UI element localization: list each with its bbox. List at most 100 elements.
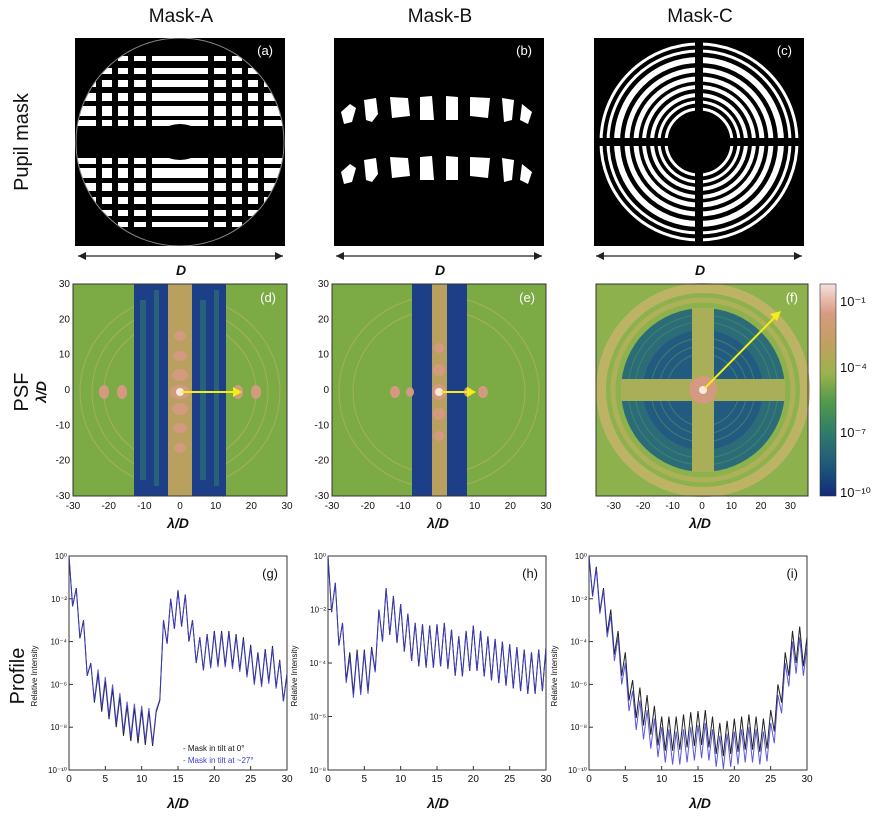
panel-label-a: (a) [257, 43, 273, 58]
panel-label-b: (b) [516, 43, 532, 58]
psf-ytick-e: 30 [318, 279, 330, 290]
diameter-arrow-b: D [336, 252, 542, 278]
profile-xtick-label: 0 [66, 774, 72, 785]
profile-xlabel-h: λ/D [426, 795, 449, 811]
profile-ytick-label: 10⁻¹⁰ [48, 766, 67, 775]
profile-xtick-label: 20 [468, 774, 480, 785]
profile-xtick-label: 20 [209, 774, 221, 785]
column-title-mask-c: Mask-C [667, 6, 732, 27]
panel-label-c: (c) [777, 43, 792, 58]
profile-xtick-label: 5 [362, 774, 368, 785]
psf-ytick-e: -20 [315, 456, 330, 467]
psf-xtick-e: 10 [469, 501, 481, 512]
psf-xtick-e: -20 [360, 501, 375, 512]
profile-xtick-label: 15 [431, 774, 443, 785]
profile-ytick-label: 10⁻⁴ [50, 638, 67, 647]
profile-ytick-label: 10⁰ [314, 552, 326, 561]
colorbar-tick-3: 10⁻⁷ [840, 425, 866, 440]
psf-xtick-f: 20 [755, 501, 767, 512]
diameter-label-c: D [695, 262, 705, 278]
profile-ytick-label: 10⁻⁸ [51, 723, 68, 732]
psf-xtick-d: 10 [210, 501, 222, 512]
profile-ytick-label: 10⁻⁴ [570, 638, 587, 647]
profile-ytick-label: 10⁻² [51, 595, 67, 604]
psf-ytick-d: -30 [56, 491, 71, 502]
psf-ylabel: λ/D [33, 381, 49, 404]
psf-ytick-e: -10 [315, 420, 330, 431]
profile-xtick-label: 15 [692, 774, 704, 785]
diameter-label-b: D [435, 262, 445, 278]
profile-series-tilt-27 [68, 555, 288, 744]
psf-xtick-e: -30 [325, 501, 340, 512]
psf-xtick-f: 10 [726, 501, 738, 512]
profile-xtick-label: 20 [729, 774, 741, 785]
diameter-arrow-c: D [596, 252, 802, 278]
psf-panel-d: (d) [72, 283, 288, 497]
profile-frame [68, 555, 288, 771]
psf-ytick-e: 10 [318, 350, 330, 361]
column-title-mask-a: Mask-A [149, 6, 214, 27]
psf-ytick-d: -20 [56, 456, 71, 467]
profile-ytick-label: 10⁻⁶ [571, 680, 587, 689]
panel-label-e: (e) [519, 290, 535, 305]
psf-xtick-d: 0 [177, 501, 183, 512]
pupil-mask-b: (b) [334, 38, 544, 246]
profile-xlabel-i: λ/D [688, 795, 711, 811]
psf-xtick-e: -10 [396, 501, 411, 512]
profile-ytick-label: 10⁰ [575, 552, 587, 561]
column-title-mask-b: Mask-B [408, 6, 472, 27]
profile-xtick-label: 15 [172, 774, 184, 785]
profile-ytick-label: 10⁻¹⁰ [568, 766, 587, 775]
profile-ytick-label: 10⁻⁸ [310, 766, 327, 775]
psf-xtick-e: 20 [505, 501, 517, 512]
psf-ytick-d: -10 [56, 420, 71, 431]
panel-label-d: (d) [260, 290, 276, 305]
psf-ytick-e: -30 [315, 491, 330, 502]
psf-xtick-e: 0 [436, 501, 442, 512]
psf-xtick-f: 0 [699, 501, 705, 512]
colorbar-tick-1: 10⁻¹ [840, 294, 866, 309]
pupil-mask-c: (c) [594, 38, 804, 246]
profile-ylabel-g: Relative Intensity [30, 646, 39, 707]
psf-axis-ticks: -30-30-20-20-10-1000101020203030-30-30-2… [56, 279, 797, 512]
profile-xtick-label: 30 [281, 774, 293, 785]
panel-label-g: (g) [262, 566, 278, 581]
colorbar-tick-2: 10⁻⁴ [840, 360, 867, 375]
psf-xtick-f: -30 [606, 501, 621, 512]
profile-xtick-label: 30 [540, 774, 552, 785]
profile-frame [327, 555, 547, 771]
psf-ytick-d: 30 [59, 279, 71, 290]
psf-ytick-d: 0 [64, 385, 70, 396]
psf-xtick-d: -20 [101, 501, 116, 512]
profile-xtick-label: 25 [765, 774, 777, 785]
row-title-pupil: Pupil mask [11, 92, 33, 191]
profile-xtick-label: 10 [395, 774, 407, 785]
profile-xtick-label: 0 [325, 774, 331, 785]
pupil-mask-a: (a) [75, 38, 285, 246]
profile-ytick-label: 10⁰ [55, 552, 67, 561]
profile-ytick-label: 10⁻² [571, 595, 587, 604]
profile-series-tilt-0 [588, 555, 808, 757]
profile-xtick-label: 25 [504, 774, 516, 785]
psf-panel-f: (f) [595, 283, 810, 497]
legend-entry-0deg: - Mask in tilt at 0° [183, 744, 244, 753]
profile-xlabel-g: λ/D [166, 795, 189, 811]
legend-entry-27deg: - Mask in tilt at ~27° [183, 756, 254, 765]
colorbar: 10⁻¹ 10⁻⁴ 10⁻⁷ 10⁻¹⁰ [819, 283, 871, 500]
profile-ylabel-i: Relative Intensity [550, 646, 559, 707]
profile-ytick-label: 10⁻² [310, 606, 326, 615]
profile-xtick-label: 0 [586, 774, 592, 785]
profile-ylabel-h: Relative Intensity [290, 646, 299, 707]
psf-xtick-d: -10 [137, 501, 152, 512]
psf-xtick-f: 30 [785, 501, 797, 512]
psf-panel-e: (e) [331, 283, 547, 497]
profile-xtick-label: 10 [656, 774, 668, 785]
psf-xlabel-e: λ/D [426, 515, 449, 531]
psf-xtick-e: 30 [540, 501, 552, 512]
psf-ytick-d: 20 [59, 314, 71, 325]
profile-series-tilt-27 [588, 555, 808, 769]
profile-ytick-label: 10⁻⁴ [309, 659, 326, 668]
diameter-label-a: D [176, 262, 186, 278]
